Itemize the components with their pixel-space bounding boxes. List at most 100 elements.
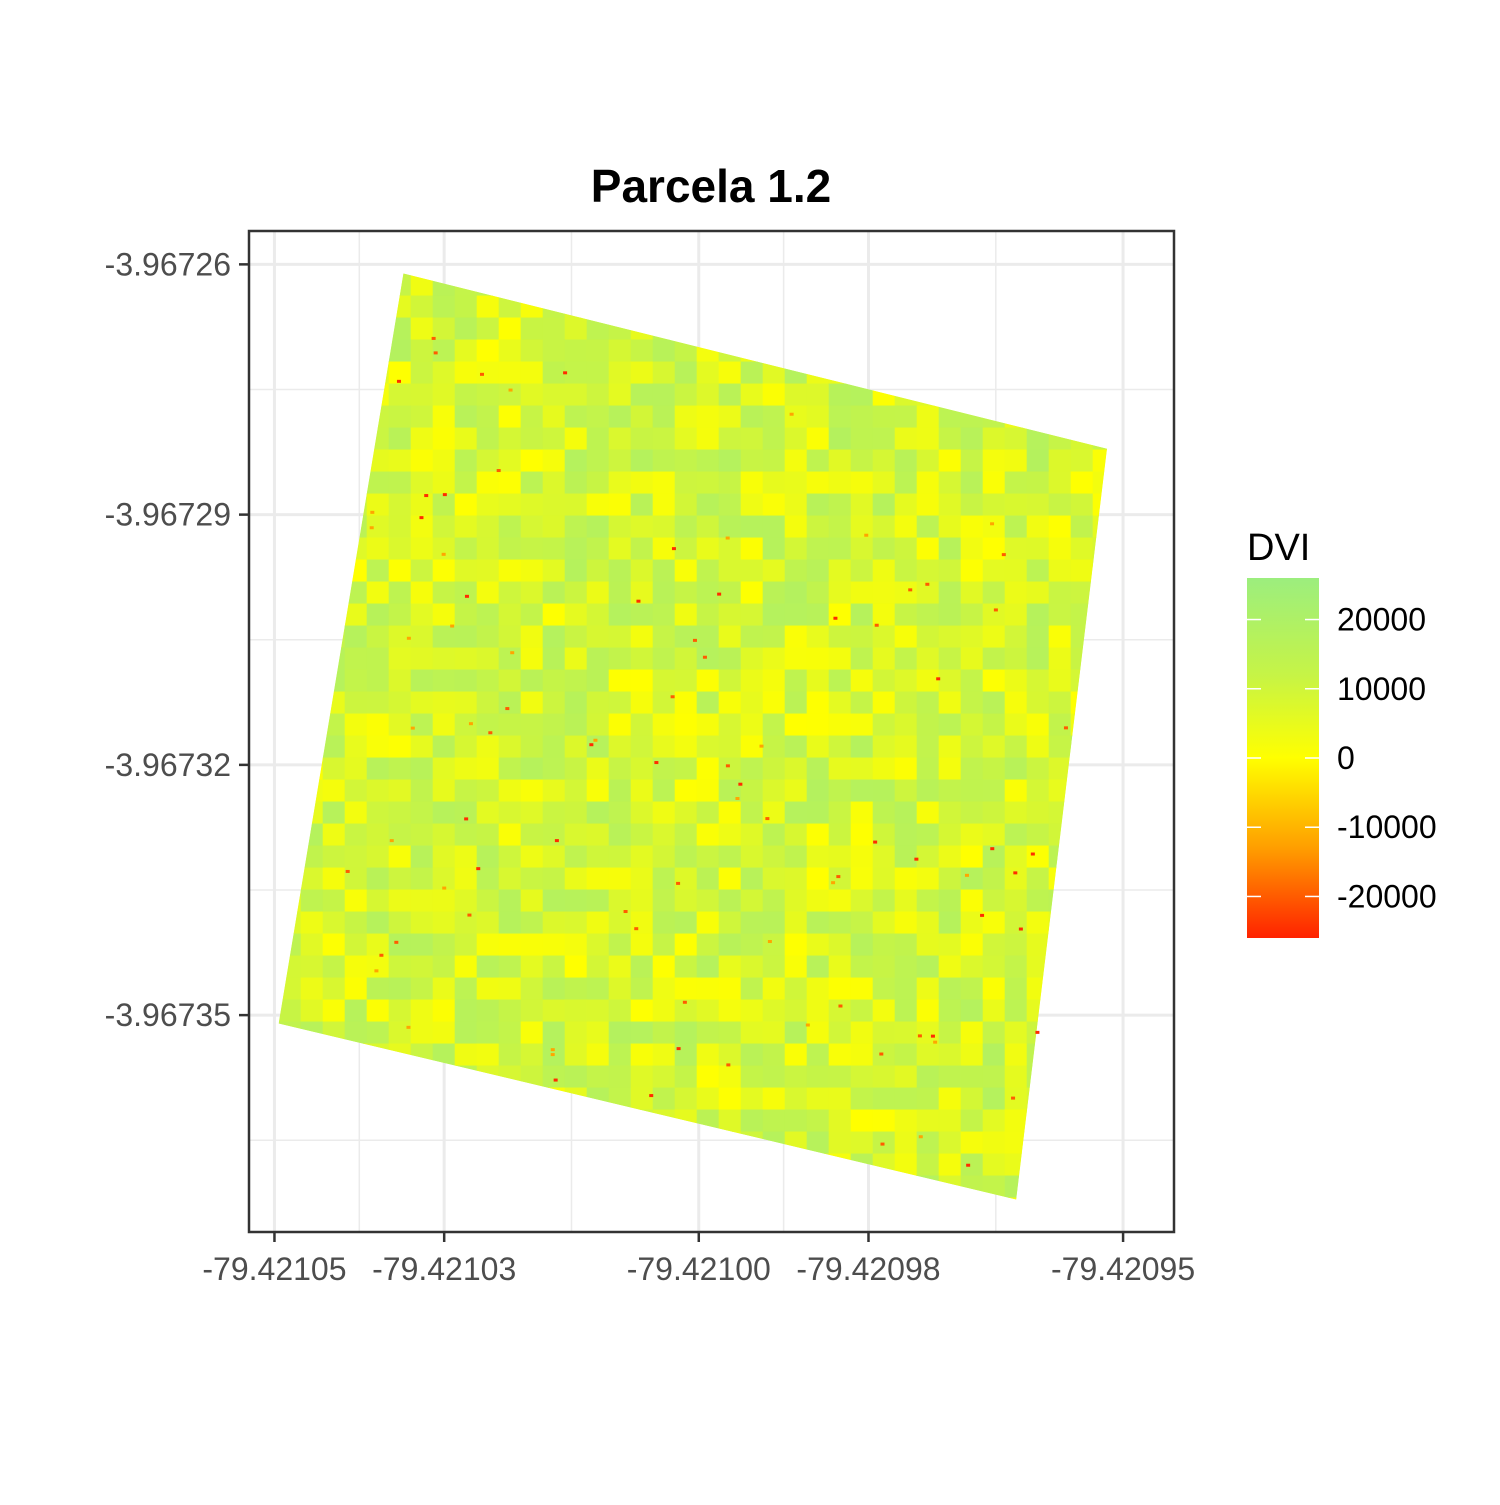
x-tick-label: -79.42105 bbox=[202, 1251, 346, 1287]
raster-cell bbox=[740, 1175, 764, 1199]
raster-cell bbox=[894, 1021, 918, 1045]
raster-cell bbox=[542, 1197, 566, 1200]
raster-cell bbox=[454, 603, 478, 627]
raster-cell bbox=[674, 735, 698, 759]
raster-cell bbox=[322, 647, 346, 671]
raster-cell bbox=[872, 1087, 896, 1111]
raster-cell bbox=[806, 1153, 830, 1177]
raster-cell bbox=[1004, 361, 1028, 385]
raster-cell bbox=[410, 339, 434, 363]
raster-cell bbox=[718, 757, 742, 781]
raster-cell bbox=[652, 1175, 676, 1199]
raster-cell bbox=[344, 427, 368, 451]
raster-cell bbox=[520, 339, 544, 363]
raster-cell bbox=[520, 911, 544, 935]
raster-cell bbox=[1048, 845, 1072, 869]
raster-cell bbox=[806, 1021, 830, 1045]
outlier-pixel bbox=[563, 371, 568, 375]
raster-cell bbox=[520, 273, 544, 297]
raster-cell bbox=[828, 559, 852, 583]
raster-cell bbox=[630, 1175, 654, 1199]
raster-cell bbox=[828, 801, 852, 825]
raster-cell bbox=[498, 427, 522, 451]
raster-cell bbox=[1026, 537, 1050, 561]
raster-cell bbox=[410, 1153, 434, 1177]
raster-cell bbox=[322, 955, 346, 979]
raster-cell bbox=[608, 757, 632, 781]
raster-cell bbox=[894, 1043, 918, 1067]
raster-cell bbox=[1048, 955, 1072, 979]
raster-cell bbox=[520, 405, 544, 429]
outlier-pixel bbox=[379, 953, 384, 957]
raster-cell bbox=[718, 515, 742, 539]
raster-cell bbox=[498, 1175, 522, 1199]
raster-cell bbox=[1092, 911, 1107, 935]
raster-cell bbox=[674, 999, 698, 1023]
outlier-pixel bbox=[410, 726, 415, 730]
raster-cell bbox=[454, 273, 478, 297]
raster-cell bbox=[894, 339, 918, 363]
raster-cell bbox=[674, 647, 698, 671]
raster-cell bbox=[564, 757, 588, 781]
outlier-pixel bbox=[553, 1078, 558, 1082]
raster-cell bbox=[630, 625, 654, 649]
raster-cell bbox=[718, 493, 742, 517]
raster-cell bbox=[938, 471, 962, 495]
raster-cell bbox=[432, 647, 456, 671]
raster-cell bbox=[740, 669, 764, 693]
raster-cell bbox=[1092, 691, 1107, 715]
raster-cell bbox=[608, 713, 632, 737]
raster-cell bbox=[806, 625, 830, 649]
raster-cell bbox=[630, 889, 654, 913]
raster-cell bbox=[476, 625, 500, 649]
raster-cell bbox=[916, 867, 940, 891]
raster-cell bbox=[696, 515, 720, 539]
raster-cell bbox=[498, 295, 522, 319]
raster-cell bbox=[872, 999, 896, 1023]
outlier-pixel bbox=[873, 840, 878, 844]
raster-cell bbox=[454, 669, 478, 693]
raster-cell bbox=[850, 1109, 874, 1133]
raster-cell bbox=[476, 471, 500, 495]
raster-cell bbox=[652, 405, 676, 429]
raster-cell bbox=[586, 625, 610, 649]
raster-cell bbox=[344, 1175, 368, 1199]
raster-cell bbox=[828, 1065, 852, 1089]
raster-cell bbox=[938, 713, 962, 737]
raster-cell bbox=[740, 889, 764, 913]
raster-cell bbox=[300, 889, 324, 913]
raster-cell bbox=[1004, 317, 1028, 341]
raster-cell bbox=[872, 581, 896, 605]
raster-cell bbox=[498, 383, 522, 407]
raster-cell bbox=[674, 1043, 698, 1067]
raster-cell bbox=[322, 405, 346, 429]
raster-cell bbox=[1070, 581, 1094, 605]
raster-cell bbox=[938, 383, 962, 407]
raster-cell bbox=[608, 735, 632, 759]
raster-cell bbox=[938, 735, 962, 759]
raster-cell bbox=[850, 955, 874, 979]
raster-cell bbox=[718, 735, 742, 759]
raster-cell bbox=[542, 735, 566, 759]
raster-cell bbox=[278, 603, 302, 627]
raster-cell bbox=[894, 955, 918, 979]
outlier-pixel bbox=[442, 886, 447, 890]
raster-cell bbox=[960, 449, 984, 473]
raster-cell bbox=[960, 1087, 984, 1111]
raster-cell bbox=[608, 1065, 632, 1089]
raster-cell bbox=[498, 801, 522, 825]
raster-cell bbox=[938, 779, 962, 803]
raster-cell bbox=[784, 1065, 808, 1089]
raster-cell bbox=[278, 867, 302, 891]
raster-cell bbox=[850, 1087, 874, 1111]
raster-cell bbox=[762, 603, 786, 627]
raster-cell bbox=[982, 1131, 1006, 1155]
raster-cell bbox=[1026, 295, 1050, 319]
raster-cell bbox=[454, 449, 478, 473]
raster-cell bbox=[1092, 1021, 1107, 1045]
outlier-pixel bbox=[717, 592, 722, 596]
raster-cell bbox=[454, 1153, 478, 1177]
raster-cell bbox=[1004, 515, 1028, 539]
raster-cell bbox=[344, 823, 368, 847]
outlier-pixel bbox=[389, 839, 394, 843]
